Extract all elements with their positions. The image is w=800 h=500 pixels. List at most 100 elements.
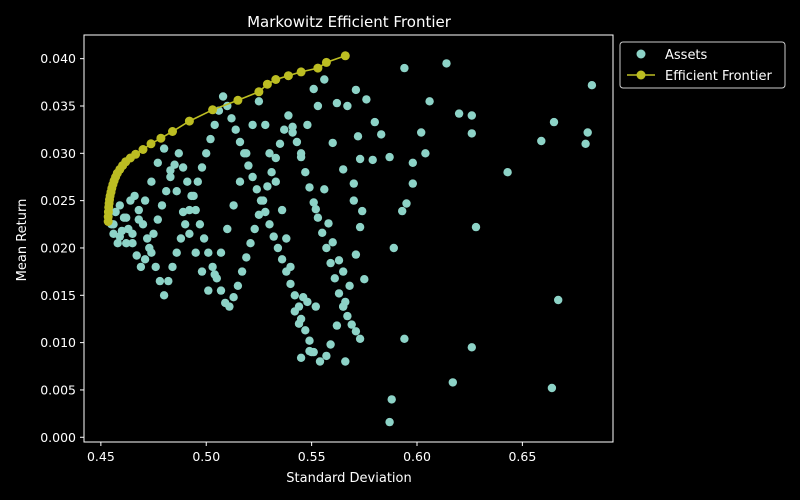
asset-point: [294, 319, 304, 328]
asset-point: [309, 84, 318, 94]
asset-point: [296, 152, 306, 162]
asset-point: [549, 117, 559, 127]
asset-point: [119, 213, 129, 222]
asset-point: [235, 137, 245, 147]
asset-point: [145, 243, 154, 253]
asset-point: [235, 177, 245, 186]
asset-point: [305, 336, 314, 345]
asset-point: [320, 75, 329, 84]
plot-area: [103, 51, 597, 427]
asset-point: [324, 219, 333, 228]
asset-point: [332, 321, 342, 330]
asset-point: [218, 92, 228, 101]
asset-point: [233, 281, 243, 290]
frontier-point: [321, 57, 331, 67]
asset-point: [263, 182, 272, 191]
asset-point: [261, 120, 270, 130]
x-tick-label: 0.50: [192, 449, 220, 464]
asset-point: [448, 378, 457, 387]
asset-point: [311, 302, 320, 311]
asset-point: [191, 248, 200, 257]
asset-point: [332, 98, 342, 108]
asset-point: [345, 281, 354, 290]
asset-point: [244, 161, 253, 170]
asset-point: [322, 351, 331, 361]
asset-point: [467, 111, 476, 120]
asset-point: [183, 177, 192, 186]
asset-point: [301, 168, 310, 177]
frontier-point: [296, 67, 306, 77]
asset-point: [271, 153, 280, 163]
axes: 0.45 0.50 0.55 0.60 0.65 0.000 0.005 0.010 0.015…: [40, 34, 614, 464]
legend-frontier-marker: [636, 70, 646, 80]
asset-point: [303, 297, 312, 307]
asset-point: [343, 101, 352, 111]
asset-point: [159, 144, 169, 153]
asset-point: [178, 207, 188, 217]
asset-point: [351, 327, 361, 336]
asset-point: [277, 255, 287, 264]
asset-point: [355, 334, 365, 343]
asset-point: [265, 149, 274, 158]
asset-point: [216, 286, 226, 295]
asset-point: [227, 114, 236, 123]
asset-point: [277, 205, 287, 215]
asset-point: [400, 63, 409, 73]
asset-point: [187, 191, 196, 201]
asset-point: [320, 185, 329, 194]
asset-point: [313, 101, 323, 111]
asset-point: [248, 120, 257, 130]
asset-point: [583, 128, 592, 137]
asset-point: [303, 120, 312, 130]
asset-point: [147, 177, 156, 186]
frontier-point: [271, 75, 281, 84]
asset-point: [210, 120, 219, 130]
asset-point: [454, 109, 464, 118]
asset-point: [442, 59, 451, 68]
asset-point: [421, 149, 430, 158]
asset-point: [115, 232, 125, 241]
y-tick-label: 0.005: [40, 382, 76, 397]
asset-point: [387, 395, 396, 404]
asset-point: [242, 149, 251, 158]
asset-point: [537, 136, 546, 146]
asset-point: [296, 353, 306, 362]
asset-point: [164, 276, 173, 286]
asset-point: [360, 275, 369, 284]
asset-point: [206, 134, 215, 144]
asset-point: [362, 95, 371, 104]
asset-point: [252, 185, 261, 194]
asset-point: [246, 239, 255, 248]
x-axis-label: Standard Deviation: [286, 471, 411, 486]
asset-point: [326, 340, 335, 349]
frontier-point: [184, 116, 194, 126]
asset-point: [181, 220, 190, 229]
asset-point: [172, 248, 181, 257]
asset-point: [254, 210, 264, 219]
asset-point: [174, 149, 183, 158]
asset-point: [334, 289, 344, 298]
x-tick-label: 0.55: [298, 449, 326, 464]
asset-point: [204, 286, 213, 295]
frontier-point: [146, 139, 156, 149]
asset-point: [301, 326, 310, 335]
asset-point: [292, 137, 302, 147]
frontier-point: [208, 105, 218, 115]
asset-point: [271, 177, 280, 186]
asset-point: [370, 117, 379, 127]
x-tick-label: 0.45: [87, 449, 115, 464]
asset-point: [351, 85, 361, 95]
asset-point: [151, 262, 160, 272]
asset-point: [155, 276, 165, 286]
asset-point: [282, 234, 291, 243]
asset-point: [178, 163, 188, 172]
asset-point: [385, 417, 394, 427]
frontier-point: [254, 87, 264, 97]
asset-point: [307, 347, 316, 357]
asset-point: [111, 207, 120, 217]
y-tick-label: 0.040: [40, 51, 76, 66]
asset-point: [223, 224, 232, 234]
asset-point: [115, 201, 125, 210]
asset-point: [288, 122, 297, 131]
asset-point: [126, 196, 135, 205]
